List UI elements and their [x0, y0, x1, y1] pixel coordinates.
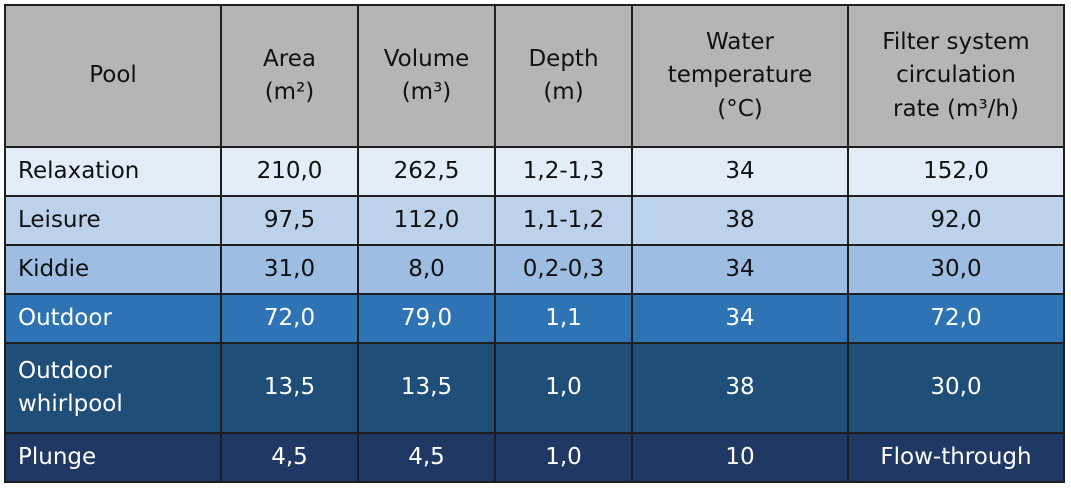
header-pool: Pool — [4, 4, 222, 148]
cell-circulation-rate: 92,0 — [847, 195, 1065, 246]
cell-temperature: 38 — [631, 342, 849, 434]
cell-area: 13,5 — [220, 342, 359, 434]
table-row: Outdoor whirlpool 13,5 13,5 1,0 38 30,0 — [4, 342, 1065, 434]
cell-temperature: 34 — [631, 293, 849, 344]
cell-pool: Leisure — [4, 195, 222, 246]
cell-circulation-rate: Flow-through — [847, 432, 1065, 483]
cell-temperature: 34 — [631, 244, 849, 295]
header-area-unit: (m²) — [264, 79, 315, 105]
cell-area: 97,5 — [220, 195, 359, 246]
pool-name-line-1: Outdoor — [18, 357, 112, 384]
header-rate-line-3: rate (m³/h) — [893, 95, 1019, 122]
header-pool-line: Pool — [89, 62, 137, 89]
cell-volume: 4,5 — [357, 432, 496, 483]
cell-depth: 1,1-1,2 — [494, 195, 633, 246]
header-area-line: Area — [263, 45, 316, 72]
cell-volume: 13,5 — [357, 342, 496, 434]
table-row: Kiddie 31,0 8,0 0,2-0,3 34 30,0 — [4, 244, 1065, 295]
cell-volume: 262,5 — [357, 146, 496, 197]
cell-depth: 1,1 — [494, 293, 633, 344]
table-row: Plunge 4,5 4,5 1,0 10 Flow-through — [4, 432, 1065, 483]
pool-name-line-2: whirlpool — [18, 391, 123, 417]
header-volume-line: Volume — [383, 45, 470, 72]
pool-name: Plunge — [18, 443, 97, 470]
cell-area: 72,0 — [220, 293, 359, 344]
cell-pool: Plunge — [4, 432, 222, 483]
cell-temperature: 10 — [631, 432, 849, 483]
cell-circulation-rate: 30,0 — [847, 342, 1065, 434]
pool-table: Pool Area (m²) Volume (m³) Depth (m) Wat… — [4, 4, 1065, 483]
cell-circulation-rate: 72,0 — [847, 293, 1065, 344]
table-row: Outdoor 72,0 79,0 1,1 34 72,0 — [4, 293, 1065, 344]
cell-depth: 1,2-1,3 — [494, 146, 633, 197]
cell-depth: 1,0 — [494, 342, 633, 434]
header-row: Pool Area (m²) Volume (m³) Depth (m) Wat… — [4, 4, 1065, 148]
cell-temperature: 38 — [631, 195, 849, 246]
header-temp-unit: (°C) — [717, 95, 763, 122]
header-circulation-rate: Filter system circulation rate (m³/h) — [847, 4, 1065, 148]
cell-area: 4,5 — [220, 432, 359, 483]
cell-pool: Relaxation — [4, 146, 222, 197]
cell-temperature: 34 — [631, 146, 849, 197]
header-rate-line-2: circulation — [896, 62, 1016, 89]
pool-name: Leisure — [18, 206, 101, 233]
header-temp-line-2: temperature — [667, 62, 813, 89]
cell-pool: Kiddie — [4, 244, 222, 295]
header-rate-line-1: Filter system — [882, 28, 1030, 55]
header-area: Area (m²) — [220, 4, 359, 148]
cell-pool: Outdoor whirlpool — [4, 342, 222, 434]
pool-table-container: Pool Area (m²) Volume (m³) Depth (m) Wat… — [4, 4, 1065, 483]
pool-name: Kiddie — [18, 255, 90, 282]
pool-name: Relaxation — [18, 157, 140, 184]
header-depth: Depth (m) — [494, 4, 633, 148]
header-depth-unit: (m) — [543, 79, 584, 105]
cell-circulation-rate: 152,0 — [847, 146, 1065, 197]
cell-depth: 1,0 — [494, 432, 633, 483]
header-water-temperature: Water temperature (°C) — [631, 4, 849, 148]
cell-area: 31,0 — [220, 244, 359, 295]
cell-circulation-rate: 30,0 — [847, 244, 1065, 295]
pool-name: Outdoor — [18, 304, 112, 331]
cell-volume: 8,0 — [357, 244, 496, 295]
cell-volume: 112,0 — [357, 195, 496, 246]
cell-pool: Outdoor — [4, 293, 222, 344]
cell-depth: 0,2-0,3 — [494, 244, 633, 295]
header-volume: Volume (m³) — [357, 4, 496, 148]
header-temp-line-1: Water — [706, 28, 774, 55]
header-volume-unit: (m³) — [401, 79, 452, 105]
cell-area: 210,0 — [220, 146, 359, 197]
table-row: Leisure 97,5 112,0 1,1-1,2 38 92,0 — [4, 195, 1065, 246]
cell-volume: 79,0 — [357, 293, 496, 344]
table-row: Relaxation 210,0 262,5 1,2-1,3 34 152,0 — [4, 146, 1065, 197]
header-depth-line: Depth — [528, 45, 599, 72]
